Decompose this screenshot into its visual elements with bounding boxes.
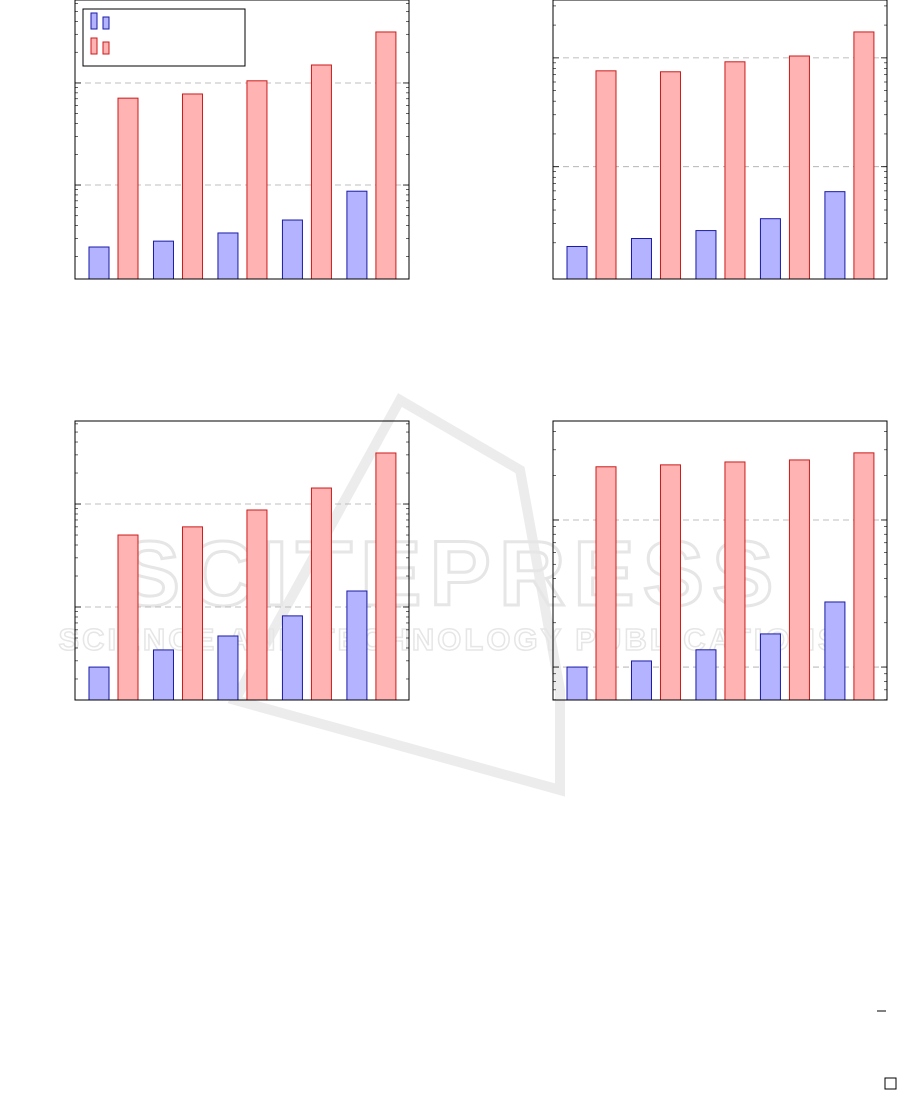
legend	[82, 8, 246, 67]
bar	[310, 487, 332, 701]
bar	[566, 245, 588, 280]
legend-swatch	[102, 16, 110, 30]
bar	[117, 534, 139, 701]
bar	[217, 635, 239, 701]
bar	[595, 70, 617, 280]
bar	[695, 230, 717, 280]
bar	[246, 80, 268, 280]
bar	[759, 633, 781, 701]
bar	[246, 509, 268, 701]
bar	[824, 191, 846, 280]
legend-swatch	[102, 41, 110, 55]
bar	[566, 666, 588, 701]
bar	[346, 190, 368, 280]
bar	[695, 649, 717, 701]
chart	[74, 0, 410, 280]
legend-swatch	[90, 37, 98, 55]
bar	[181, 526, 203, 701]
bar	[88, 666, 110, 701]
plot-frame	[74, 0, 410, 280]
bar	[659, 464, 681, 701]
legend-box	[82, 8, 246, 67]
legend-swatch	[90, 12, 98, 30]
bar	[630, 238, 652, 280]
plot-frame	[552, 420, 888, 701]
chart	[552, 0, 888, 280]
watermark-subtitle: SCIENCE AND TECHNOLOGY PUBLICATIONS	[58, 622, 841, 657]
bar	[88, 246, 110, 280]
bar	[824, 601, 846, 701]
bar	[659, 71, 681, 280]
bar	[788, 459, 810, 701]
bar	[595, 466, 617, 701]
bar	[346, 590, 368, 701]
chart	[552, 420, 888, 701]
bar	[853, 31, 875, 280]
watermark-logo	[227, 393, 565, 797]
bar	[281, 615, 303, 701]
bar	[152, 240, 174, 280]
bar	[375, 452, 397, 701]
bar	[117, 97, 139, 280]
bar	[853, 452, 875, 701]
chart	[74, 420, 410, 701]
bar	[724, 61, 746, 280]
watermark: SCITEPRESS SCIENCE AND TECHNOLOGY PUBLIC…	[58, 393, 841, 797]
plot-frame	[552, 0, 888, 280]
bar	[152, 649, 174, 701]
bar	[788, 55, 810, 280]
qed-box	[884, 1077, 897, 1090]
bar	[217, 232, 239, 280]
bar	[759, 218, 781, 280]
bar	[281, 219, 303, 280]
bar	[724, 461, 746, 701]
bar	[310, 64, 332, 280]
watermark-title: SCITEPRESS	[119, 523, 782, 625]
bar	[181, 93, 203, 280]
plot-frame	[74, 420, 410, 701]
bar	[630, 660, 652, 701]
bar	[375, 31, 397, 280]
